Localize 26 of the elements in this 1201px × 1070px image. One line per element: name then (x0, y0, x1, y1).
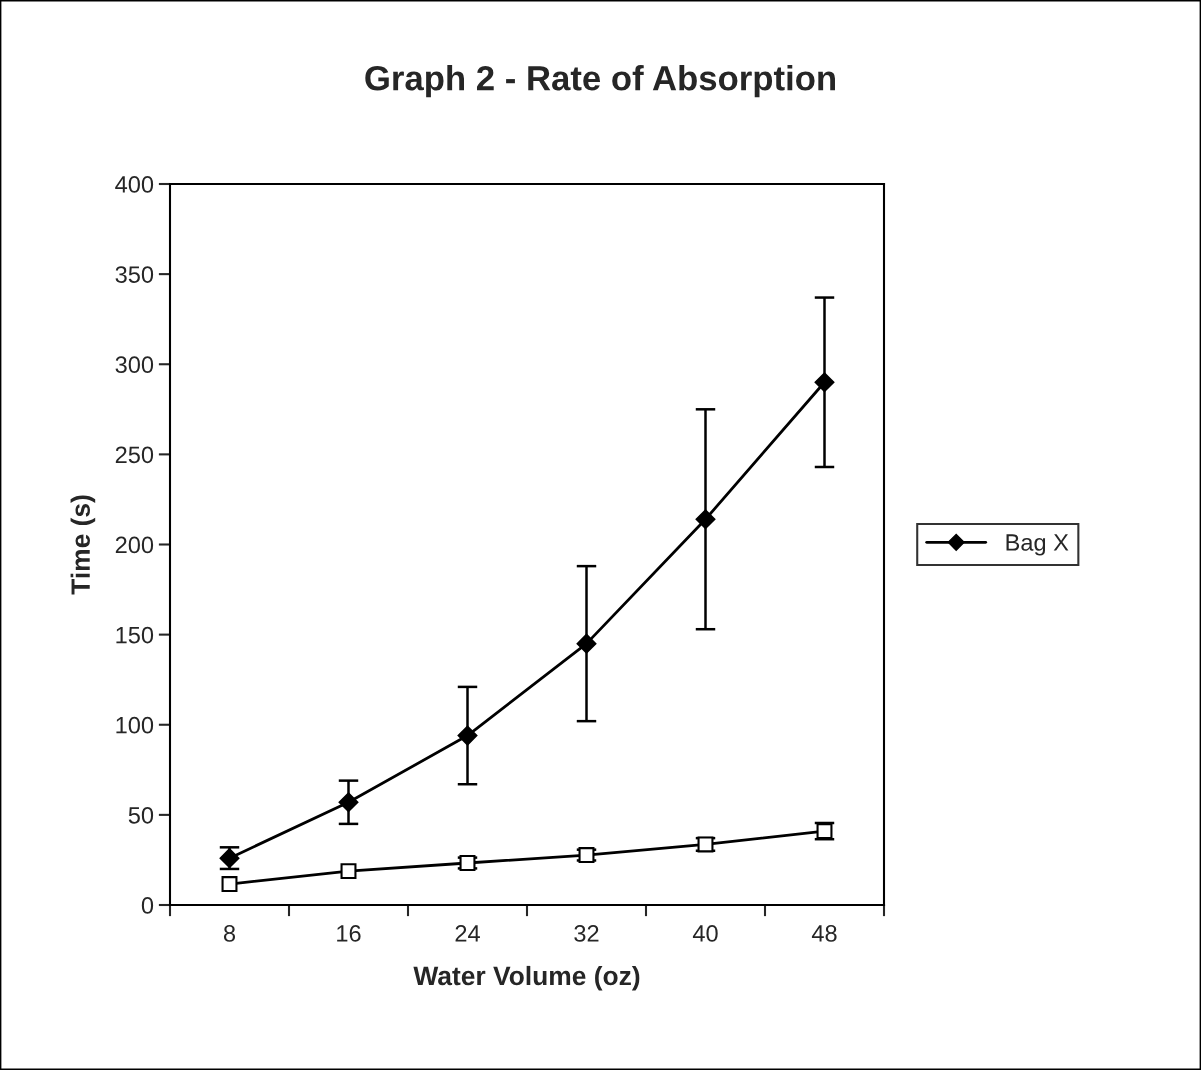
point (221, 876, 238, 893)
y-tick-label: 200 (115, 536, 154, 554)
x-axis-title: Water Volume (oz) (413, 965, 640, 991)
y-tick-label: 100 (116, 716, 154, 734)
y-tick-label: 250 (115, 446, 154, 464)
point (814, 372, 835, 393)
legend-label: Bag X (1006, 534, 1069, 556)
y-tick-label: 150 (116, 626, 154, 644)
point (576, 633, 597, 654)
x-tick-label: 48 (811, 925, 837, 942)
point (695, 509, 716, 530)
x-tick-label: 32 (574, 925, 599, 942)
point (338, 792, 359, 813)
x-tick-label: 40 (692, 925, 718, 942)
y-tick-label: 50 (128, 806, 154, 824)
y-tick-label: 300 (115, 356, 154, 374)
x-tick-label: 16 (337, 925, 361, 942)
y-tick-label: 0 (141, 897, 154, 914)
y-tick-label: 400 (115, 176, 154, 193)
chart-title: Graph 2 - Rate of Absorption (365, 65, 835, 98)
x-tick-label: 24 (455, 925, 480, 942)
y-axis-title: Time (s) (70, 495, 96, 595)
point (457, 725, 478, 746)
point (340, 863, 357, 880)
x-tick-label: 8 (223, 925, 236, 942)
y-tick-label: 350 (115, 266, 154, 283)
